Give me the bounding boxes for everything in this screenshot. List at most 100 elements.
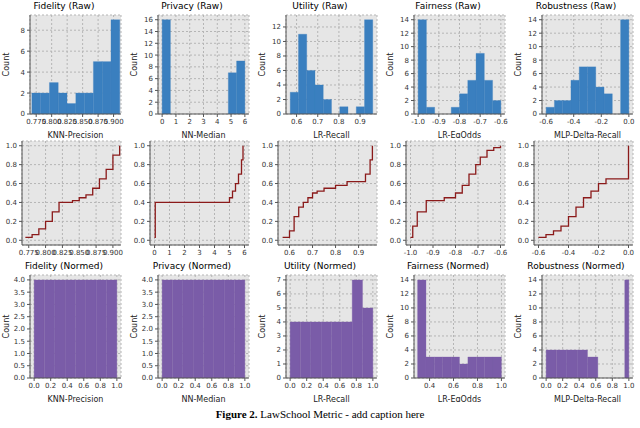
svg-text:0.6: 0.6: [291, 118, 303, 126]
svg-text:0.7: 0.7: [307, 249, 318, 257]
svg-text:1.0: 1.0: [390, 142, 401, 150]
svg-text:0.6: 0.6: [78, 382, 90, 390]
svg-text:0.8: 0.8: [390, 161, 401, 169]
svg-text:0.8: 0.8: [472, 382, 483, 390]
svg-text:0.6: 0.6: [8, 180, 18, 188]
svg-text:KNN-Precision: KNN-Precision: [48, 395, 104, 402]
svg-text:1.0: 1.0: [8, 142, 17, 150]
svg-text:0.9: 0.9: [354, 118, 365, 126]
svg-text:0: 0: [149, 110, 153, 118]
svg-text:0.2: 0.2: [557, 382, 568, 390]
svg-text:-1.0: -1.0: [404, 249, 418, 257]
svg-text:-0.7: -0.7: [473, 118, 487, 126]
svg-text:MLP-Delta-Recall: MLP-Delta-Recall: [554, 395, 621, 402]
svg-text:-1.0: -1.0: [411, 118, 425, 126]
svg-text:0: 0: [21, 110, 25, 118]
svg-text:Count: Count: [8, 315, 11, 339]
svg-text:14: 14: [144, 28, 153, 36]
svg-text:10: 10: [400, 304, 409, 312]
svg-text:6: 6: [405, 70, 410, 78]
svg-text:12: 12: [528, 290, 537, 298]
svg-text:8: 8: [149, 63, 153, 71]
svg-text:-0.6: -0.6: [532, 249, 546, 257]
svg-text:1.0: 1.0: [262, 142, 273, 150]
svg-text:12: 12: [528, 30, 537, 38]
svg-text:Count: Count: [258, 53, 267, 77]
svg-text:Count: Count: [130, 53, 139, 77]
svg-text:0.6: 0.6: [518, 180, 530, 188]
svg-text:LR-Recall: LR-Recall: [313, 395, 349, 402]
svg-text:10: 10: [144, 52, 153, 60]
svg-text:0.0: 0.0: [262, 237, 273, 245]
svg-text:LR-EqOdds: LR-EqOdds: [438, 395, 481, 402]
svg-text:2: 2: [149, 99, 153, 107]
svg-text:-0.6: -0.6: [539, 118, 553, 126]
svg-text:6: 6: [533, 332, 538, 340]
svg-text:0: 0: [152, 249, 156, 257]
svg-text:0.8: 0.8: [333, 118, 344, 126]
svg-text:0.4: 0.4: [134, 199, 146, 207]
svg-text:0.8: 0.8: [518, 161, 529, 169]
svg-text:5: 5: [227, 249, 231, 257]
svg-text:1: 1: [174, 118, 178, 126]
svg-text:2.5: 2.5: [14, 313, 25, 321]
svg-text:0: 0: [533, 110, 537, 118]
svg-text:Count: Count: [514, 53, 523, 77]
svg-text:0.8: 0.8: [351, 382, 362, 390]
svg-text:14: 14: [528, 276, 537, 284]
svg-text:0.2: 0.2: [173, 382, 184, 390]
svg-text:0.6: 0.6: [590, 382, 602, 390]
svg-text:1.0: 1.0: [518, 142, 529, 150]
svg-text:Count: Count: [8, 53, 11, 77]
svg-text:0.4: 0.4: [8, 199, 18, 207]
svg-text:0.2: 0.2: [518, 218, 529, 226]
svg-text:4: 4: [149, 87, 154, 95]
svg-text:0.8: 0.8: [607, 382, 618, 390]
svg-text:12: 12: [144, 40, 153, 48]
svg-text:0: 0: [533, 374, 537, 382]
svg-text:0.0: 0.0: [390, 237, 401, 245]
svg-text:1: 1: [167, 249, 171, 257]
svg-text:6: 6: [243, 118, 248, 126]
svg-text:1.0: 1.0: [14, 350, 25, 358]
svg-text:10: 10: [400, 43, 409, 51]
svg-text:0.6: 0.6: [262, 180, 274, 188]
svg-text:0: 0: [405, 374, 409, 382]
svg-text:12: 12: [400, 30, 409, 38]
svg-text:0.0: 0.0: [285, 382, 296, 390]
svg-text:1.5: 1.5: [142, 338, 153, 346]
svg-text:0.4: 0.4: [390, 199, 402, 207]
svg-text:4.0: 4.0: [14, 276, 25, 284]
svg-text:0.8: 0.8: [8, 161, 17, 169]
svg-text:1: 1: [277, 360, 281, 368]
svg-text:1.0: 1.0: [367, 382, 378, 390]
svg-text:0: 0: [160, 118, 164, 126]
svg-text:0.0: 0.0: [134, 237, 145, 245]
svg-text:0.2: 0.2: [262, 218, 273, 226]
svg-text:8: 8: [277, 52, 281, 60]
svg-text:-0.2: -0.2: [592, 249, 606, 257]
svg-text:0.6: 0.6: [206, 382, 218, 390]
svg-text:0.2: 0.2: [134, 218, 145, 226]
svg-text:12: 12: [400, 290, 409, 298]
svg-text:14: 14: [400, 276, 409, 284]
svg-text:0.4: 0.4: [318, 382, 330, 390]
svg-text:4: 4: [277, 318, 282, 326]
svg-text:4.0: 4.0: [142, 276, 153, 284]
svg-text:0.0: 0.0: [623, 118, 632, 126]
svg-text:0.8: 0.8: [95, 382, 106, 390]
svg-text:0.8: 0.8: [134, 161, 145, 169]
svg-text:10: 10: [528, 304, 537, 312]
svg-text:7: 7: [277, 276, 281, 284]
svg-text:0.6: 0.6: [284, 249, 296, 257]
svg-text:4: 4: [21, 69, 26, 77]
svg-text:-0.6: -0.6: [494, 118, 508, 126]
svg-text:0.6: 0.6: [134, 180, 146, 188]
svg-text:2: 2: [21, 90, 25, 98]
svg-text:1.0: 1.0: [111, 382, 122, 390]
svg-text:0.0: 0.0: [623, 249, 632, 257]
svg-text:MLP-Delta-Recall: MLP-Delta-Recall: [554, 131, 621, 138]
svg-text:-0.9: -0.9: [432, 118, 446, 126]
svg-text:-0.8: -0.8: [453, 118, 467, 126]
svg-text:Count: Count: [130, 315, 139, 339]
